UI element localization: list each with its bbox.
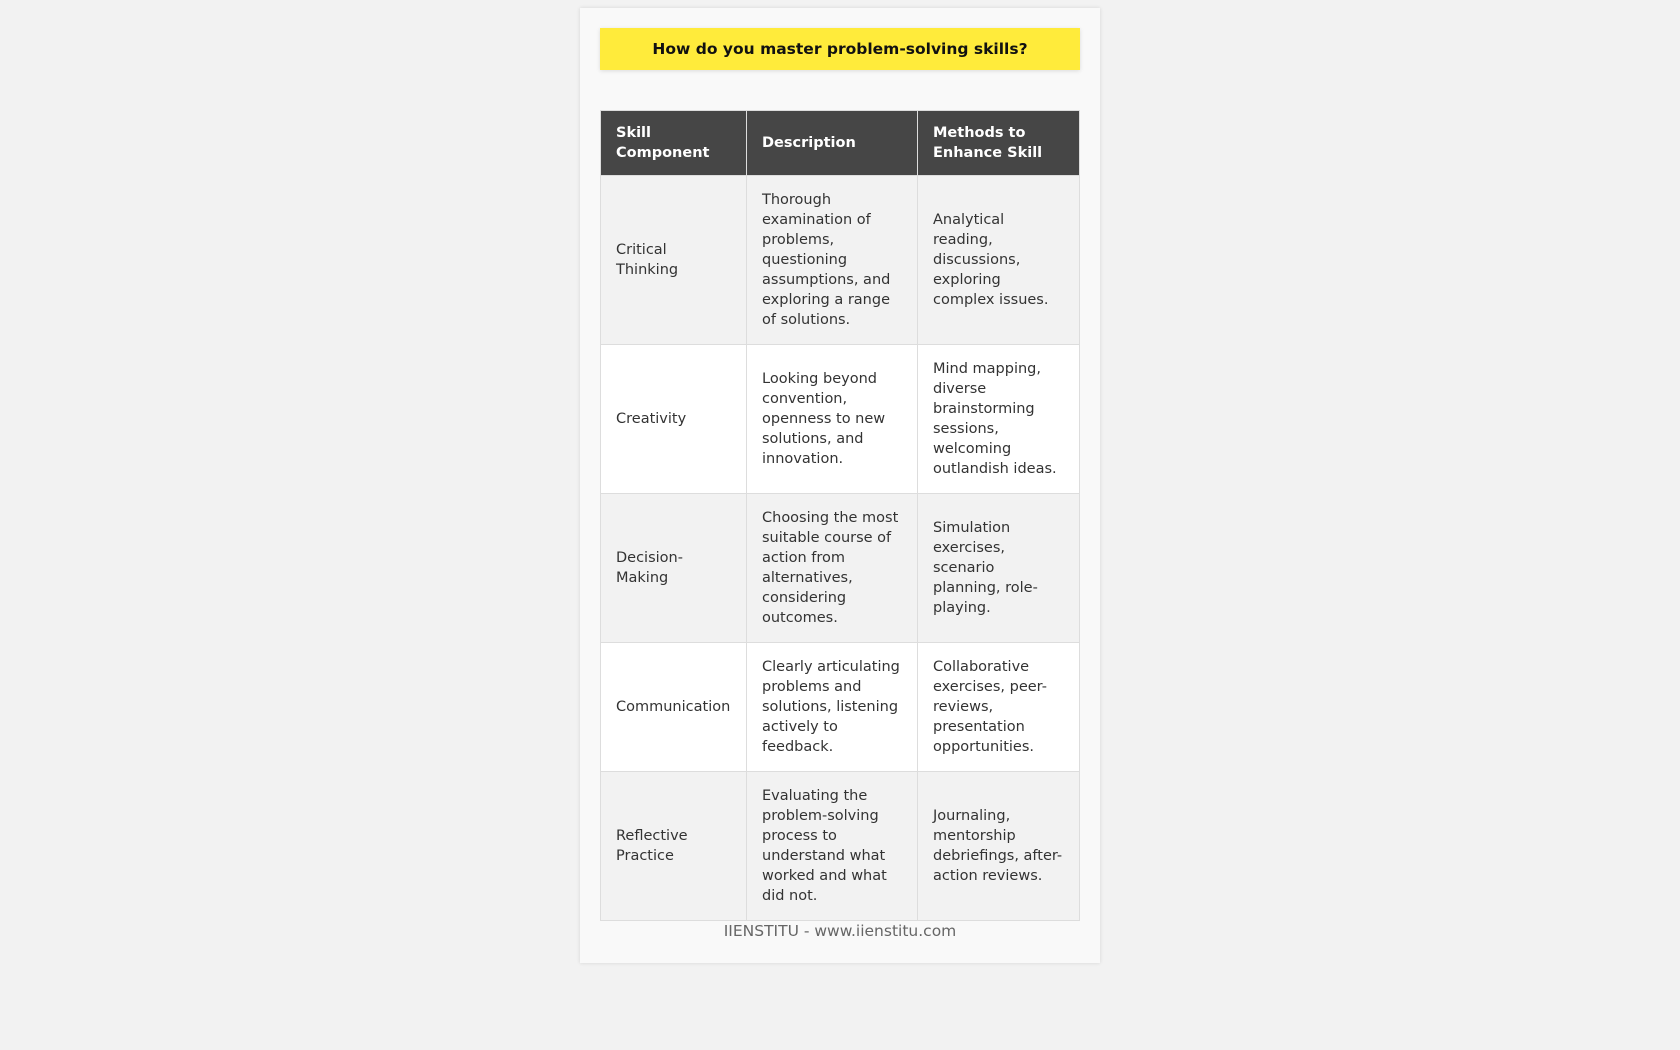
cell-methods: Analytical reading, discussions, explori…	[917, 175, 1080, 345]
cell-skill: Critical Thinking	[600, 175, 747, 345]
header-skill-component: Skill Component	[600, 110, 747, 176]
cell-description: Evaluating the problem-solving process t…	[746, 771, 918, 921]
cell-skill: Communication	[600, 642, 747, 772]
page-title: How do you master problem-solving skills…	[600, 28, 1080, 70]
cell-description: Clearly articulating problems and soluti…	[746, 642, 918, 772]
table-row: Critical Thinking Thorough examination o…	[600, 175, 1080, 345]
table-header-row: Skill Component Description Methods to E…	[600, 110, 1080, 176]
cell-methods: Simulation exercises, scenario planning,…	[917, 493, 1080, 643]
footer-credit: IIENSTITU - www.iienstitu.com	[723, 922, 957, 940]
table-row: Communication Clearly articulating probl…	[600, 642, 1080, 772]
cell-methods: Journaling, mentorship debriefings, afte…	[917, 771, 1080, 921]
table-row: Decision-Making Choosing the most suitab…	[600, 493, 1080, 643]
table-row: Reflective Practice Evaluating the probl…	[600, 771, 1080, 921]
cell-description: Looking beyond convention, openness to n…	[746, 344, 918, 494]
cell-description: Choosing the most suitable course of act…	[746, 493, 918, 643]
cell-description: Thorough examination of problems, questi…	[746, 175, 918, 345]
cell-methods: Mind mapping, diverse brainstorming sess…	[917, 344, 1080, 494]
cell-skill: Reflective Practice	[600, 771, 747, 921]
header-methods: Methods to Enhance Skill	[917, 110, 1080, 176]
cell-skill: Decision-Making	[600, 493, 747, 643]
cell-methods: Collaborative exercises, peer-reviews, p…	[917, 642, 1080, 772]
header-description: Description	[746, 110, 918, 176]
skills-table: Skill Component Description Methods to E…	[600, 110, 1080, 921]
table-row: Creativity Looking beyond convention, op…	[600, 344, 1080, 494]
content-card: How do you master problem-solving skills…	[580, 8, 1100, 963]
cell-skill: Creativity	[600, 344, 747, 494]
